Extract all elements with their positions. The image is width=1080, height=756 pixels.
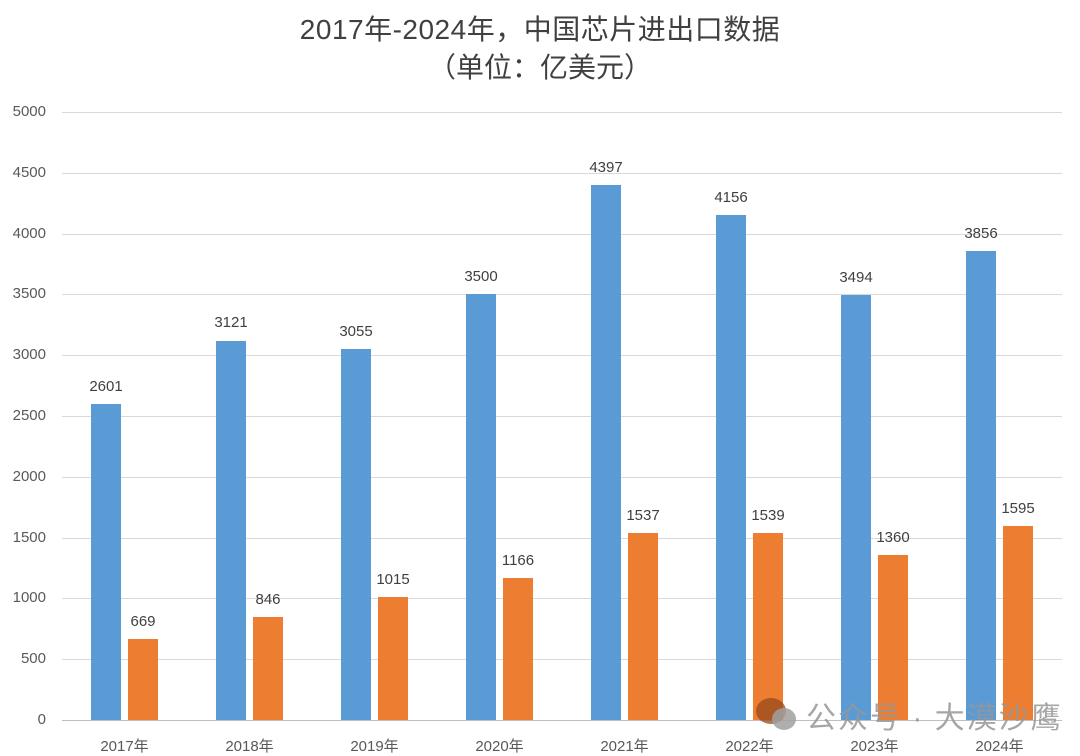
y-tick-label: 3500 xyxy=(12,285,46,303)
x-tick-label: 2023年 xyxy=(850,738,899,755)
bar-orange-2017年 xyxy=(128,638,158,720)
data-label-orange: 1015 xyxy=(376,570,410,588)
y-tick-label: 1000 xyxy=(12,589,46,607)
y-tick-label: 4000 xyxy=(12,224,46,242)
data-label-orange: 1595 xyxy=(1001,500,1035,518)
y-tick-label: 2000 xyxy=(12,467,46,485)
y-tick-label: 2500 xyxy=(12,407,46,424)
bar-blue-2022年 xyxy=(716,214,746,720)
bar-blue-2021年 xyxy=(591,185,621,720)
bar-orange-2018年 xyxy=(253,617,283,720)
bar-orange-2021年 xyxy=(628,533,658,720)
data-label-blue: 3055 xyxy=(339,322,373,340)
gridline xyxy=(62,416,1062,417)
watermark-text: 公众号 · 大漠沙鹰 xyxy=(806,702,1063,735)
gridline xyxy=(62,355,1062,357)
data-label-orange: 669 xyxy=(130,612,156,630)
data-label-orange: 1537 xyxy=(626,507,660,525)
watermark: 公众号 · 大漠沙鹰 xyxy=(756,693,1063,737)
data-label-orange: 1539 xyxy=(751,506,785,524)
data-label-orange: 1360 xyxy=(876,528,910,546)
gridline xyxy=(62,476,1062,478)
y-tick-label: 0 xyxy=(37,711,46,728)
bar-orange-2019年 xyxy=(378,596,408,720)
bar-orange-2020年 xyxy=(503,578,533,720)
bar-blue-2020年 xyxy=(466,294,496,720)
bar-orange-2024年 xyxy=(1003,526,1033,720)
gridline xyxy=(62,659,1062,661)
gridline xyxy=(62,233,1062,235)
data-label-blue: 3494 xyxy=(839,269,873,287)
y-tick-label: 4500 xyxy=(12,163,46,181)
bar-blue-2018年 xyxy=(216,340,246,720)
chart-subtitle-unit: （单位：亿美元） xyxy=(427,52,652,83)
gridline xyxy=(62,720,1062,721)
chart-title: 2017年-2024年，中国芯片进出口数据 xyxy=(299,14,781,45)
gridline xyxy=(62,172,1062,174)
data-label-blue: 2601 xyxy=(89,377,123,395)
x-tick-label: 2021年 xyxy=(600,738,649,755)
data-label-orange: 846 xyxy=(255,591,281,609)
bar-orange-2023年 xyxy=(878,554,908,720)
bar-blue-2024年 xyxy=(966,251,996,720)
data-label-blue: 4156 xyxy=(714,188,748,206)
bar-blue-2017年 xyxy=(91,403,121,720)
x-tick-label: 2024年 xyxy=(975,738,1024,755)
x-tick-label: 2019年 xyxy=(350,738,399,755)
bar-orange-2022年 xyxy=(753,532,783,720)
y-tick-label: 1500 xyxy=(12,528,46,546)
data-label-orange: 1166 xyxy=(501,552,535,570)
gridline xyxy=(62,112,1062,113)
data-label-blue: 3121 xyxy=(214,314,248,332)
bar-blue-2023年 xyxy=(841,295,871,720)
data-label-blue: 4397 xyxy=(589,159,623,177)
x-tick-label: 2020年 xyxy=(475,738,524,755)
gridline xyxy=(62,537,1062,539)
x-tick-label: 2017年 xyxy=(100,738,149,755)
wechat-icon xyxy=(756,698,798,732)
plot-area: 2601 669 3121 846 3055 1015 3500 1166 4397 1537 41… xyxy=(62,112,1062,721)
y-tick-label: 500 xyxy=(20,650,46,668)
bar-blue-2019年 xyxy=(341,348,371,720)
y-tick-label: 3000 xyxy=(12,346,46,364)
y-tick-label: 5000 xyxy=(12,103,46,120)
x-tick-label: 2018年 xyxy=(225,738,274,755)
data-label-blue: 3856 xyxy=(964,225,998,243)
gridline xyxy=(62,294,1062,296)
data-label-blue: 3500 xyxy=(464,268,498,286)
gridline xyxy=(62,598,1062,600)
x-tick-label: 2022年 xyxy=(725,738,774,755)
